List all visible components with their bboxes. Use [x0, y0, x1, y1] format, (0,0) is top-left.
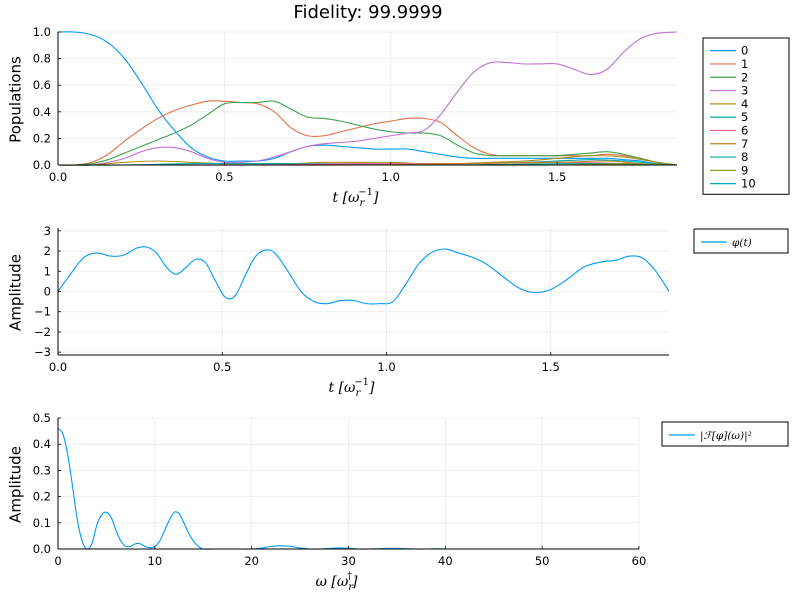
y-axis-label: Amplitude	[6, 254, 24, 331]
x-tick-label: 30	[341, 554, 356, 568]
x-axis-label-base: t [ω	[329, 380, 357, 396]
x-tick-label: 0	[54, 554, 61, 568]
x-axis-label: t [ωr−1]	[333, 187, 380, 209]
y-tick-label: −3	[34, 345, 51, 359]
x-tick-label: 0.5	[215, 170, 233, 184]
series-line-1-5	[58, 155, 677, 166]
legend-label: |ℱ[φ](ω)|²	[700, 430, 752, 443]
x-axis-label-sub: r	[355, 388, 361, 399]
legend-label: 4	[741, 97, 748, 111]
y-tick-label: −1	[34, 305, 51, 319]
y-tick-label: 3	[44, 224, 51, 238]
x-axis-label-sub: r	[348, 582, 354, 593]
x-tick-label: 1.5	[548, 170, 566, 184]
chart-panel-3: 0 10 20 30 40 50 60 0.0 0.1 0.2 0.3 0.4 0.5 Amplitude…	[6, 411, 789, 593]
y-tick-label: 0.4	[33, 105, 51, 119]
series-line-1-2	[58, 100, 677, 166]
series-group	[58, 31, 677, 166]
legend: |ℱ[φ](ω)|²	[661, 421, 789, 447]
x-axis-label-close: ]	[351, 574, 358, 590]
y-tick-label: 2	[44, 244, 51, 258]
legend-box	[661, 421, 789, 447]
x-axis-label-close: ]	[372, 190, 379, 206]
x-axis-label-sup: †	[347, 571, 352, 582]
y-tick-label: 0.8	[33, 52, 51, 66]
legend-label: 8	[741, 150, 748, 164]
y-tick-label: 0.3	[33, 463, 51, 477]
y-tick-label: 0.5	[33, 411, 51, 425]
y-tick-label: 0.0	[33, 158, 51, 172]
legend-box	[693, 228, 789, 254]
y-tick-label: −2	[34, 325, 51, 339]
x-tick-label: 50	[535, 554, 550, 568]
figure-title: Fidelity: 99.9999	[293, 2, 442, 23]
y-tick-label: 0.0	[33, 542, 51, 556]
legend-label: 6	[741, 123, 748, 137]
x-tick-label: 20	[244, 554, 259, 568]
x-tick-label: 1.5	[542, 360, 560, 374]
series-line-2-1	[58, 246, 669, 305]
series-line-1-1	[58, 31, 677, 166]
y-tick-label: 0.2	[33, 490, 51, 504]
x-tick-label: 10	[148, 554, 163, 568]
legend-label: 9	[741, 163, 748, 177]
legend-label: 2	[741, 70, 748, 84]
x-tick-label: 0.0	[49, 170, 67, 184]
legend-label: 5	[741, 110, 748, 124]
series-line-1-3	[58, 100, 677, 166]
y-axis-label: Populations	[6, 56, 24, 143]
x-axis-label-base: ω [ω	[316, 574, 349, 590]
x-axis-label-sub: r	[359, 198, 365, 209]
x-axis-label: t [ωr−1]	[329, 377, 376, 399]
y-tick-label: 0.4	[33, 437, 51, 451]
x-tick-label: 1.0	[377, 360, 395, 374]
y-tick-label: 0.6	[33, 78, 51, 92]
x-axis-label-close: ]	[368, 380, 375, 396]
series-group	[58, 246, 669, 305]
legend-label: 1	[741, 57, 748, 71]
y-axis-label: Amplitude	[6, 446, 24, 523]
legend-label: 0	[741, 44, 748, 58]
y-tick-label: 0	[44, 285, 51, 299]
x-axis-label: ω [ωr†]	[316, 571, 359, 593]
chart-panel-1: 0.0 0.5 1.0 1.5 0.0 0.2 0.4 0.6 0.8 1.0 Population…	[6, 25, 790, 209]
x-axis-label-sup: −1	[354, 377, 369, 388]
legend-label: 3	[741, 84, 748, 98]
y-tick-label: 1	[44, 264, 51, 278]
legend: φ(t)	[693, 228, 789, 254]
y-tick-label: 1.0	[33, 25, 51, 39]
x-tick-label: 1.0	[382, 170, 400, 184]
series-line-1-4	[58, 31, 677, 166]
x-tick-label: 0.5	[213, 360, 231, 374]
legend-label: 7	[741, 137, 748, 151]
y-tick-label: 0.1	[33, 516, 51, 530]
x-tick-label: 60	[632, 554, 647, 568]
x-axis-label-base: t [ω	[333, 190, 361, 206]
x-tick-label: 40	[438, 554, 453, 568]
x-axis-label-sup: −1	[358, 187, 373, 198]
legend-label: 10	[741, 177, 756, 191]
legend-label: φ(t)	[732, 237, 752, 249]
x-tick-label: 0.0	[49, 360, 67, 374]
y-tick-label: 0.2	[33, 131, 51, 145]
